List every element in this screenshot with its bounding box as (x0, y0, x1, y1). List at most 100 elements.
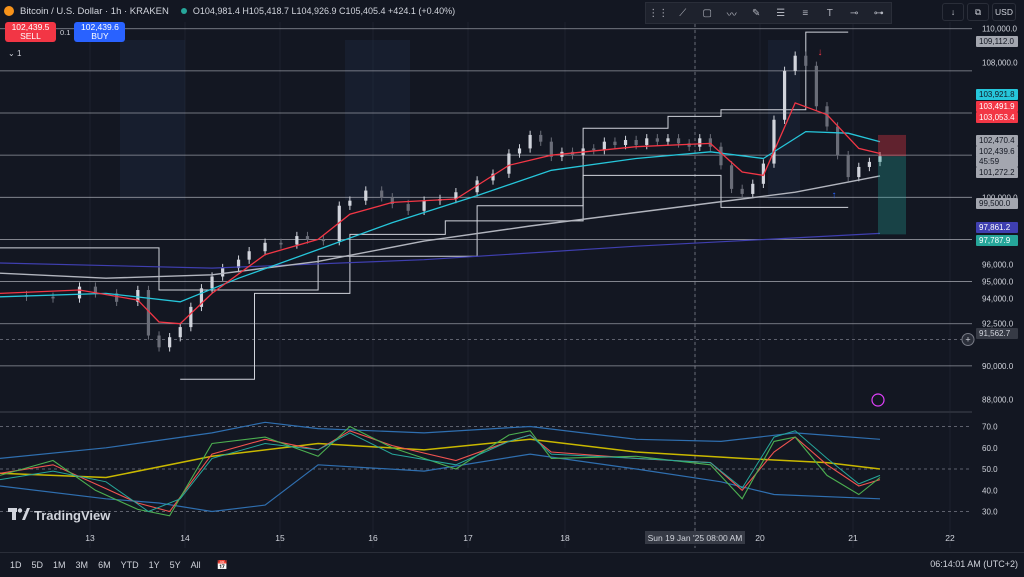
y-tick-6: 96,000.0 (982, 261, 1014, 270)
price-label-gray: 102,470.4 (976, 135, 1018, 146)
range-6m[interactable]: 6M (98, 560, 111, 570)
candle-body-3 (77, 286, 82, 299)
time-axis: 13 14 15 16 17 18 Sun 19 Jan '25 08:00 AM 20 21 2… (85, 531, 955, 544)
sell-label: SELL (20, 31, 41, 41)
candle-body-65 (846, 155, 850, 178)
arrow-down-icon[interactable]: ↓ (942, 3, 965, 21)
range-1d[interactable]: 1D (10, 560, 22, 570)
session-band-1 (345, 40, 410, 200)
candle-body-13 (210, 276, 214, 289)
candle-body-2 (51, 296, 55, 299)
candle-body-49 (676, 138, 681, 144)
moving-averages (0, 102, 906, 325)
candle-body-51 (698, 138, 702, 147)
osc-rsi (0, 430, 881, 513)
price-label-dark: 91,562.7 (976, 328, 1018, 339)
osc-tick-4: 30.0 (982, 508, 998, 517)
candle-body-17 (263, 242, 267, 252)
candle-body-27 (406, 204, 410, 211)
candle-body-45 (634, 139, 638, 146)
indicators-toggle[interactable]: ⌄ 1 (8, 49, 21, 58)
brush-icon[interactable]: ✎ (752, 7, 761, 19)
calendar-icon[interactable]: 📅 (216, 559, 228, 570)
candle-body-4 (93, 286, 98, 294)
range-5y[interactable]: 5Y (169, 560, 181, 570)
candle-body-8 (157, 335, 161, 348)
candle-body-61 (804, 55, 808, 66)
drawing-toolbar: ⋮⋮ ⟋ ▢ 〰 ✎ ☰ ≡ T ⊸ ⊶ (645, 2, 892, 24)
utc-clock[interactable]: 06:14:01 AM (UTC+2) (930, 559, 1018, 569)
candle-body-36 (539, 134, 543, 142)
candle-body-50 (687, 143, 691, 147)
range-ytd[interactable]: YTD (120, 560, 139, 570)
brand-name: TradingView (34, 508, 111, 523)
candle-body-58 (772, 119, 776, 164)
line-sma_long (0, 232, 881, 269)
y-tick-4: 100,000.0 (982, 193, 1018, 202)
currency-select[interactable]: USD (992, 3, 1016, 21)
x-tick-5: 18 (560, 533, 570, 543)
candle-body-15 (236, 259, 241, 269)
line-ema_fast (0, 102, 881, 325)
price-label-green: 97,787.9 (976, 235, 1018, 246)
text-icon[interactable]: T (826, 7, 833, 19)
drag-handle-icon[interactable]: ⋮⋮ (648, 7, 669, 19)
candle-body-12 (199, 288, 204, 307)
rectangle-icon[interactable]: ▢ (702, 7, 712, 19)
range-buttons: 1D 5D 1M 3M 6M YTD 1Y 5Y All (0, 560, 201, 570)
fib-icon[interactable]: ☰ (776, 7, 786, 19)
candle-body-19 (295, 236, 299, 245)
osc-bb_lower (0, 453, 881, 513)
x-tick-1: 14 (180, 533, 190, 543)
x-tick-3: 16 (368, 533, 378, 543)
osc-tick-0: 70.0 (982, 423, 998, 432)
candle-body-67 (867, 161, 871, 167)
candle-body-28 (422, 200, 426, 211)
line-ema_mid (0, 130, 881, 303)
sell-button[interactable]: 102,439.5 SELL (5, 22, 56, 42)
candle-body-16 (247, 251, 251, 260)
price-label-gray: 99,500.0 (976, 198, 1018, 209)
candle-body-23 (348, 200, 352, 206)
path-icon[interactable]: 〰 (726, 9, 737, 21)
x-tick-9: 22 (945, 533, 955, 543)
symbol-title[interactable]: Bitcoin / U.S. Dollar · 1h · KRAKEN (20, 5, 169, 17)
parallel-channel-icon[interactable]: ≡ (802, 7, 809, 19)
market-status-icon (180, 8, 187, 14)
candle-body-60 (793, 55, 797, 71)
oscillator-pane (0, 411, 972, 517)
stop-zone (878, 134, 906, 157)
y-tick-10: 90,000.0 (982, 362, 1014, 371)
x-tick-4: 17 (463, 533, 473, 543)
candle-body-7 (146, 290, 151, 336)
candle-body-9 (168, 337, 172, 348)
grid-lines (89, 22, 951, 548)
range-1y[interactable]: 1Y (148, 560, 160, 570)
candle-body-63 (825, 106, 829, 127)
alert-icon (871, 393, 885, 407)
candle-body-30 (454, 192, 458, 199)
osc-bb_upper (0, 421, 881, 459)
bitcoin-logo-icon (4, 6, 14, 16)
candle-body-34 (517, 148, 522, 154)
range-3m[interactable]: 3M (75, 560, 89, 570)
range-1m[interactable]: 1M (53, 560, 66, 570)
chevron-down-icon: ⌄ (8, 49, 17, 58)
horizontal-ray-icon[interactable]: ⊶ (873, 7, 884, 19)
line-sma_slow (0, 175, 881, 279)
buy-button[interactable]: 102,439.6 BUY (74, 22, 126, 42)
candle-body-53 (719, 146, 723, 166)
candle-body-62 (814, 65, 818, 107)
fullscreen-icon[interactable]: ⧉ (967, 3, 990, 21)
trend-line-icon[interactable]: ⟋ (679, 7, 687, 19)
candle-body-37 (549, 141, 553, 157)
ohlc-values: O104,981.4 H105,418.7 L104,926.9 C105,40… (192, 6, 456, 16)
osc-bb_mid (0, 438, 881, 479)
osc-stoch_d (0, 430, 881, 513)
y-tick-9: 92,500.0 (982, 320, 1014, 329)
ray-icon[interactable]: ⊸ (850, 7, 859, 19)
candle-body-20 (305, 236, 310, 240)
range-all[interactable]: All (190, 560, 201, 570)
range-5d[interactable]: 5D (31, 560, 44, 570)
